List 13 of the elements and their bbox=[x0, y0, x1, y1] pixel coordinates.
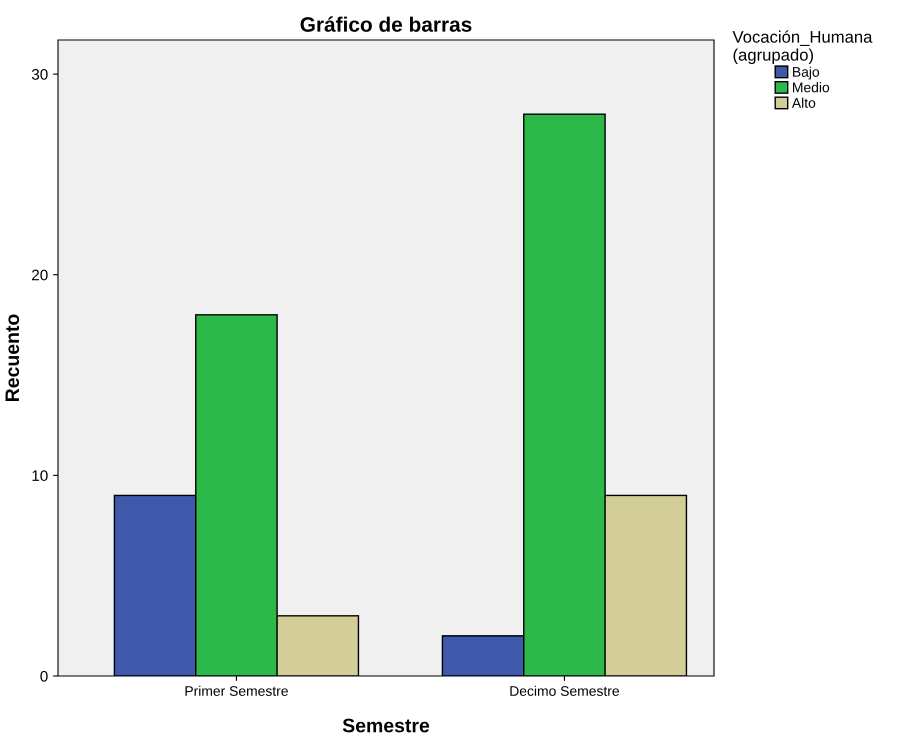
legend-label: Medio bbox=[793, 82, 830, 92]
legend-label: Bajo bbox=[793, 66, 820, 80]
legend-label: Alto bbox=[792, 98, 816, 108]
y-axis-title: Recuento bbox=[6, 314, 20, 401]
y-tick-label: 10 bbox=[32, 470, 48, 482]
y-tick-label: 0 bbox=[40, 670, 48, 682]
x-tick-label: Primer Semestre bbox=[185, 686, 288, 696]
legend-title: Vocación_Humana (agrupado) bbox=[732, 30, 872, 64]
y-tick-label: 20 bbox=[32, 270, 48, 280]
x-axis-title: Semestre bbox=[342, 718, 430, 732]
y-tick-label: 30 bbox=[32, 68, 48, 80]
x-tick-label: Decimo Semestre bbox=[510, 686, 620, 696]
chart-title: Gráfico de barras bbox=[300, 16, 472, 32]
